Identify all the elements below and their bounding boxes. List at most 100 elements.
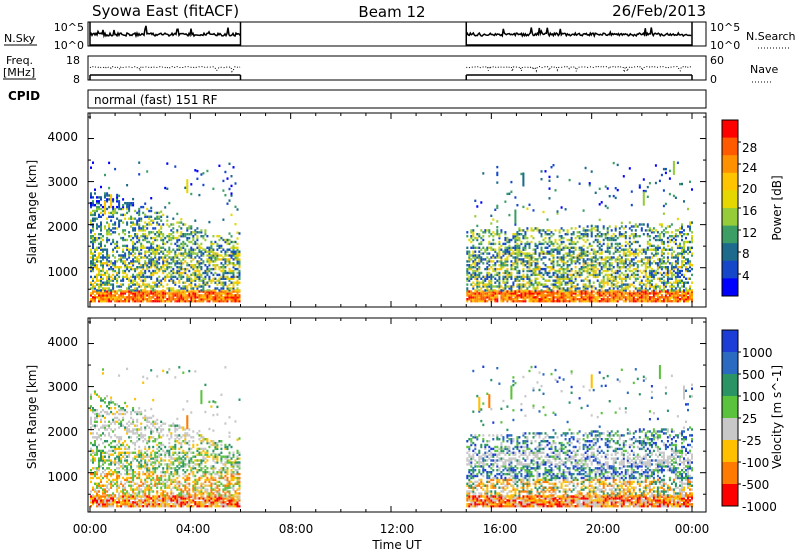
range-gate-cell xyxy=(138,223,141,226)
range-gate-cell xyxy=(472,292,475,295)
range-gate-cell xyxy=(560,260,563,263)
range-gate-cell xyxy=(628,221,631,224)
range-gate-cell xyxy=(178,258,181,261)
range-gate-cell xyxy=(98,461,100,464)
range-gate-cell xyxy=(566,246,569,249)
range-gate-cell xyxy=(492,248,495,251)
range-gate-cell xyxy=(624,289,627,292)
range-gate-cell xyxy=(542,267,545,271)
range-gate-cell xyxy=(102,289,104,292)
range-gate-cell xyxy=(136,298,139,301)
range-gate-cell xyxy=(192,236,195,240)
range-gate-cell xyxy=(112,279,115,282)
range-gate-cell xyxy=(110,480,113,484)
range-gate-cell xyxy=(622,300,625,303)
range-gate-cell xyxy=(564,244,567,248)
range-gate-cell xyxy=(188,252,191,255)
range-gate-cell xyxy=(206,294,209,297)
range-gate-cell xyxy=(210,260,213,263)
range-gate-cell xyxy=(536,285,539,288)
range-gate-cell xyxy=(679,227,681,230)
range-gate-cell xyxy=(104,505,106,508)
range-gate-cell xyxy=(668,292,671,295)
range-gate-cell xyxy=(668,281,671,284)
range-gate-cell xyxy=(222,256,225,259)
range-gate-cell xyxy=(687,225,689,228)
range-gate-cell xyxy=(138,229,141,232)
range-gate-cell xyxy=(606,292,609,295)
range-gate-cell xyxy=(110,499,113,502)
range-gate-cell xyxy=(100,252,102,255)
range-gate-cell xyxy=(666,281,669,284)
range-gate-cell xyxy=(96,501,98,504)
range-gate-cell xyxy=(616,266,619,269)
range-gate-cell xyxy=(683,244,685,248)
range-gate-cell xyxy=(504,252,507,255)
range-gate-cell xyxy=(238,260,241,263)
range-gate-cell xyxy=(110,461,113,464)
range-gate-cell xyxy=(626,283,629,286)
range-gate-cell xyxy=(184,235,187,238)
range-gate-cell xyxy=(108,256,111,259)
range-gate-cell xyxy=(164,186,167,190)
range-gate-cell xyxy=(230,262,233,265)
range-gate-cell xyxy=(640,294,643,297)
range-gate-cell xyxy=(228,294,231,297)
range-gate-cell xyxy=(506,256,509,259)
range-gate-cell xyxy=(648,242,651,246)
range-gate-cell xyxy=(632,298,635,301)
range-gate-cell xyxy=(160,266,163,269)
range-gate-cell xyxy=(514,219,517,222)
range-gate-cell xyxy=(110,203,113,207)
range-gate-cell xyxy=(616,163,619,167)
range-gate-cell xyxy=(92,292,94,295)
range-gate-cell xyxy=(182,285,185,288)
range-gate-cell xyxy=(124,213,127,217)
range-gate-cell xyxy=(194,266,197,269)
range-gate-cell xyxy=(216,248,219,251)
range-gate-cell xyxy=(691,254,693,257)
range-gate-cell xyxy=(568,254,571,257)
range-gate-cell xyxy=(606,246,609,249)
range-gate-cell xyxy=(610,275,613,279)
range-gate-cell xyxy=(524,246,527,249)
range-gate-cell xyxy=(178,262,181,265)
range-gate-cell xyxy=(691,221,693,224)
range-gate-cell xyxy=(681,262,683,265)
range-gate-cell xyxy=(498,240,501,244)
range-gate-cell xyxy=(146,262,149,265)
range-gate-cell xyxy=(106,290,109,293)
range-gate-cell xyxy=(222,275,225,279)
range-gate-cell xyxy=(592,260,595,263)
range-gate-cell xyxy=(600,250,603,253)
range-gate-cell xyxy=(496,173,499,177)
range-gate-cell xyxy=(594,235,597,238)
range-gate-cell xyxy=(90,298,92,301)
range-gate-cell xyxy=(642,283,645,286)
range-gate-cell xyxy=(94,296,96,299)
range-gate-cell xyxy=(672,298,675,301)
range-gate-cell xyxy=(658,258,661,261)
range-gate-cell xyxy=(516,246,519,249)
range-gate-cell xyxy=(654,283,657,286)
range-gate-cell xyxy=(190,260,193,263)
range-gate-cell xyxy=(92,501,94,504)
range-gate-cell xyxy=(668,248,671,251)
range-gate-cell xyxy=(228,162,231,165)
range-gate-cell xyxy=(522,252,525,255)
range-gate-cell xyxy=(172,269,175,273)
range-gate-cell xyxy=(218,292,221,295)
range-gate-cell xyxy=(102,467,104,470)
range-gate-cell xyxy=(154,260,157,263)
range-gate-cell xyxy=(612,275,615,279)
range-gate-cell xyxy=(158,217,161,220)
range-gate-cell xyxy=(486,300,489,303)
range-gate-cell xyxy=(654,164,657,167)
range-gate-cell xyxy=(184,294,187,297)
range-gate-cell xyxy=(668,294,671,297)
range-gate-cell xyxy=(220,262,223,265)
range-gate-cell xyxy=(100,503,102,506)
range-gate-cell xyxy=(98,242,100,246)
range-gate-cell xyxy=(106,505,109,508)
range-gate-cell xyxy=(582,266,585,269)
